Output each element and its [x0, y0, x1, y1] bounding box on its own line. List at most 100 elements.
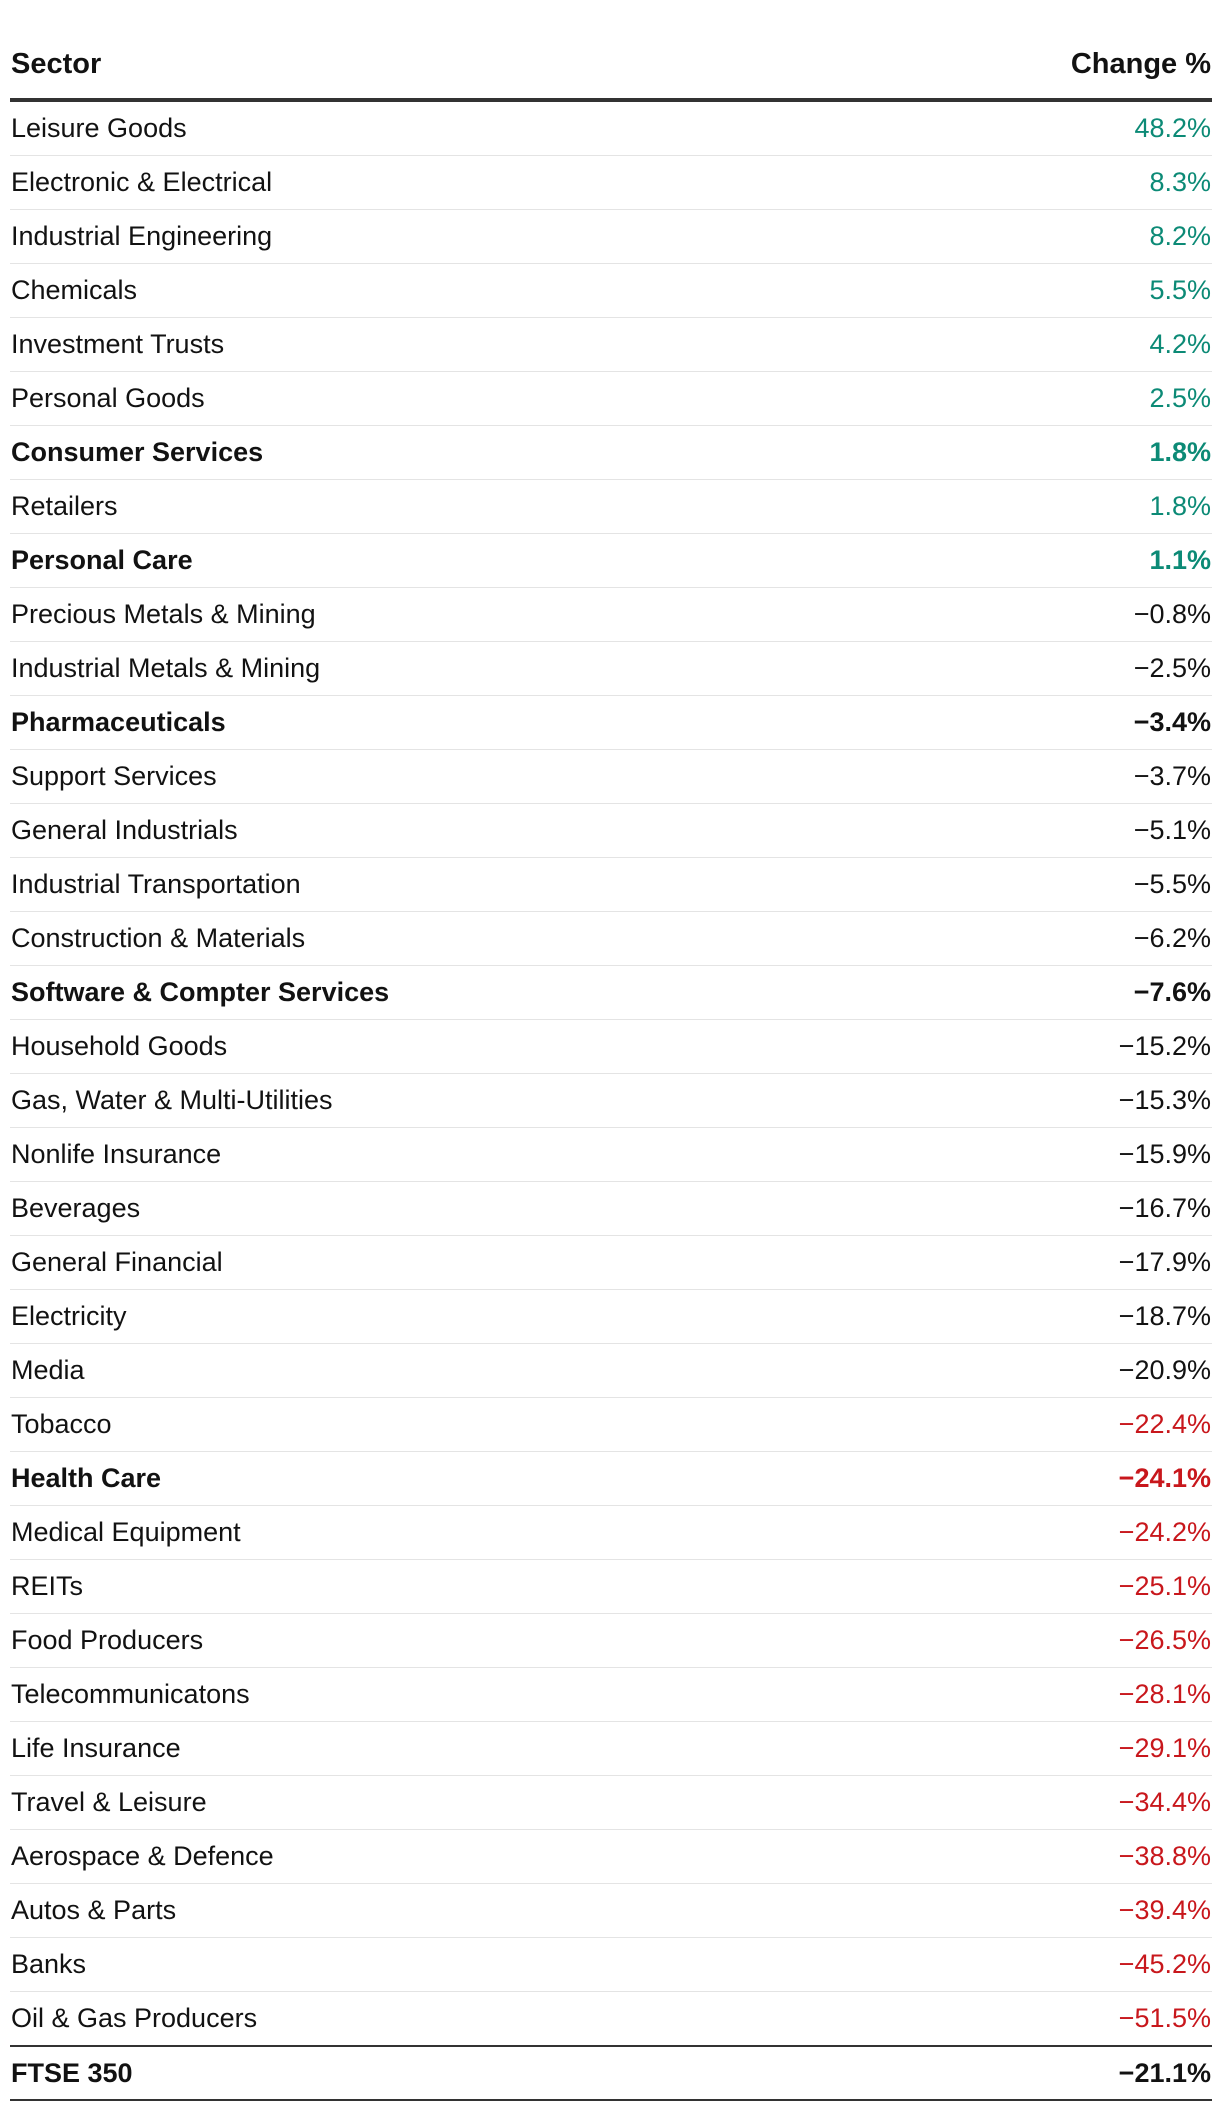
sector-cell: Beverages: [10, 1181, 950, 1236]
sector-cell: General Industrials: [10, 803, 950, 858]
table-row: Chemicals 5.5%: [10, 263, 1212, 318]
sector-cell: Medical Equipment: [10, 1505, 950, 1560]
table-row: Household Goods −15.2%: [10, 1019, 1212, 1074]
change-cell: −3.4%: [950, 695, 1212, 750]
change-cell: −28.1%: [950, 1667, 1212, 1722]
table-row: Aerospace & Defence −38.8%: [10, 1829, 1212, 1884]
change-cell: −34.4%: [950, 1775, 1212, 1830]
change-cell: 1.1%: [950, 533, 1212, 588]
table-row: Investment Trusts 4.2%: [10, 317, 1212, 372]
total-row: FTSE 350 −21.1%: [10, 2045, 1212, 2101]
table-body: Leisure Goods 48.2% Electronic & Electrica…: [10, 100, 1212, 2047]
sector-cell: Autos & Parts: [10, 1883, 950, 1938]
table-row: Electronic & Electrical 8.3%: [10, 155, 1212, 210]
sector-cell: Retailers: [10, 479, 950, 534]
table-row: Food Producers −26.5%: [10, 1613, 1212, 1668]
table-row: General Financial −17.9%: [10, 1235, 1212, 1290]
table-row: Tobacco −22.4%: [10, 1397, 1212, 1452]
sector-cell: Tobacco: [10, 1397, 950, 1452]
table-row: Autos & Parts −39.4%: [10, 1883, 1212, 1938]
change-cell: −24.2%: [950, 1505, 1212, 1560]
change-cell: 1.8%: [950, 479, 1212, 534]
table-row: Beverages −16.7%: [10, 1181, 1212, 1236]
sector-cell: Industrial Transportation: [10, 857, 950, 912]
table-row: Medical Equipment −24.2%: [10, 1505, 1212, 1560]
change-cell: −51.5%: [950, 1991, 1212, 2047]
change-cell: −38.8%: [950, 1829, 1212, 1884]
sector-cell: Telecommunicatons: [10, 1667, 950, 1722]
table-row: General Industrials −5.1%: [10, 803, 1212, 858]
sector-cell: Media: [10, 1343, 950, 1398]
change-cell: −18.7%: [950, 1289, 1212, 1344]
change-cell: −24.1%: [950, 1451, 1212, 1506]
table-row: Personal Goods 2.5%: [10, 371, 1212, 426]
change-cell: −39.4%: [950, 1883, 1212, 1938]
change-cell: −20.9%: [950, 1343, 1212, 1398]
sector-cell: Food Producers: [10, 1613, 950, 1668]
sector-cell: Health Care: [10, 1451, 950, 1506]
sector-cell: Travel & Leisure: [10, 1775, 950, 1830]
sector-cell: Banks: [10, 1937, 950, 1992]
table-row: Precious Metals & Mining −0.8%: [10, 587, 1212, 642]
sector-cell: Electronic & Electrical: [10, 155, 950, 210]
sector-cell: Pharmaceuticals: [10, 695, 950, 750]
column-header-change: Change %: [950, 30, 1212, 102]
change-cell: −3.7%: [950, 749, 1212, 804]
sector-cell: Chemicals: [10, 263, 950, 318]
table-row: REITs −25.1%: [10, 1559, 1212, 1614]
sector-cell: Life Insurance: [10, 1721, 950, 1776]
sector-cell: Software & Compter Services: [10, 965, 950, 1020]
sector-cell: Electricity: [10, 1289, 950, 1344]
change-cell: −29.1%: [950, 1721, 1212, 1776]
table-row: Nonlife Insurance −15.9%: [10, 1127, 1212, 1182]
change-cell: −26.5%: [950, 1613, 1212, 1668]
table-row: Health Care −24.1%: [10, 1451, 1212, 1506]
change-cell: −25.1%: [950, 1559, 1212, 1614]
sector-cell: Oil & Gas Producers: [10, 1991, 950, 2047]
change-cell: −0.8%: [950, 587, 1212, 642]
sector-cell: Precious Metals & Mining: [10, 587, 950, 642]
table-row: Media −20.9%: [10, 1343, 1212, 1398]
sector-cell: Nonlife Insurance: [10, 1127, 950, 1182]
change-cell: 48.2%: [950, 100, 1212, 156]
sector-cell: Aerospace & Defence: [10, 1829, 950, 1884]
change-cell: 2.5%: [950, 371, 1212, 426]
table-row: Software & Compter Services −7.6%: [10, 965, 1212, 1020]
change-cell: 4.2%: [950, 317, 1212, 372]
sector-cell: Household Goods: [10, 1019, 950, 1074]
sector-cell: Industrial Engineering: [10, 209, 950, 264]
change-cell: −15.9%: [950, 1127, 1212, 1182]
sector-cell: Consumer Services: [10, 425, 950, 480]
sector-cell: Support Services: [10, 749, 950, 804]
table-row: Oil & Gas Producers −51.5%: [10, 1991, 1212, 2047]
table-row: Industrial Transportation −5.5%: [10, 857, 1212, 912]
sector-cell: Leisure Goods: [10, 100, 950, 156]
table-row: Telecommunicatons −28.1%: [10, 1667, 1212, 1722]
table-row: Gas, Water & Multi-Utilities −15.3%: [10, 1073, 1212, 1128]
table-row: Retailers 1.8%: [10, 479, 1212, 534]
change-cell: −5.5%: [950, 857, 1212, 912]
table-row: Electricity −18.7%: [10, 1289, 1212, 1344]
column-header-sector: Sector: [10, 30, 950, 102]
sector-cell: Investment Trusts: [10, 317, 950, 372]
change-cell: −16.7%: [950, 1181, 1212, 1236]
change-cell: 1.8%: [950, 425, 1212, 480]
table-row: Industrial Metals & Mining −2.5%: [10, 641, 1212, 696]
table-header-row: Sector Change %: [10, 30, 1212, 102]
total-change-cell: −21.1%: [950, 2045, 1212, 2101]
table-row: Support Services −3.7%: [10, 749, 1212, 804]
sector-cell: Personal Care: [10, 533, 950, 588]
table-row: Pharmaceuticals −3.4%: [10, 695, 1212, 750]
change-cell: −17.9%: [950, 1235, 1212, 1290]
change-cell: 8.3%: [950, 155, 1212, 210]
table-row: Industrial Engineering 8.2%: [10, 209, 1212, 264]
table-row: Personal Care 1.1%: [10, 533, 1212, 588]
sector-cell: Personal Goods: [10, 371, 950, 426]
change-cell: −15.3%: [950, 1073, 1212, 1128]
table-row: Construction & Materials −6.2%: [10, 911, 1212, 966]
sector-cell: REITs: [10, 1559, 950, 1614]
change-cell: −15.2%: [950, 1019, 1212, 1074]
table-row: Leisure Goods 48.2%: [10, 100, 1212, 156]
change-cell: −45.2%: [950, 1937, 1212, 1992]
